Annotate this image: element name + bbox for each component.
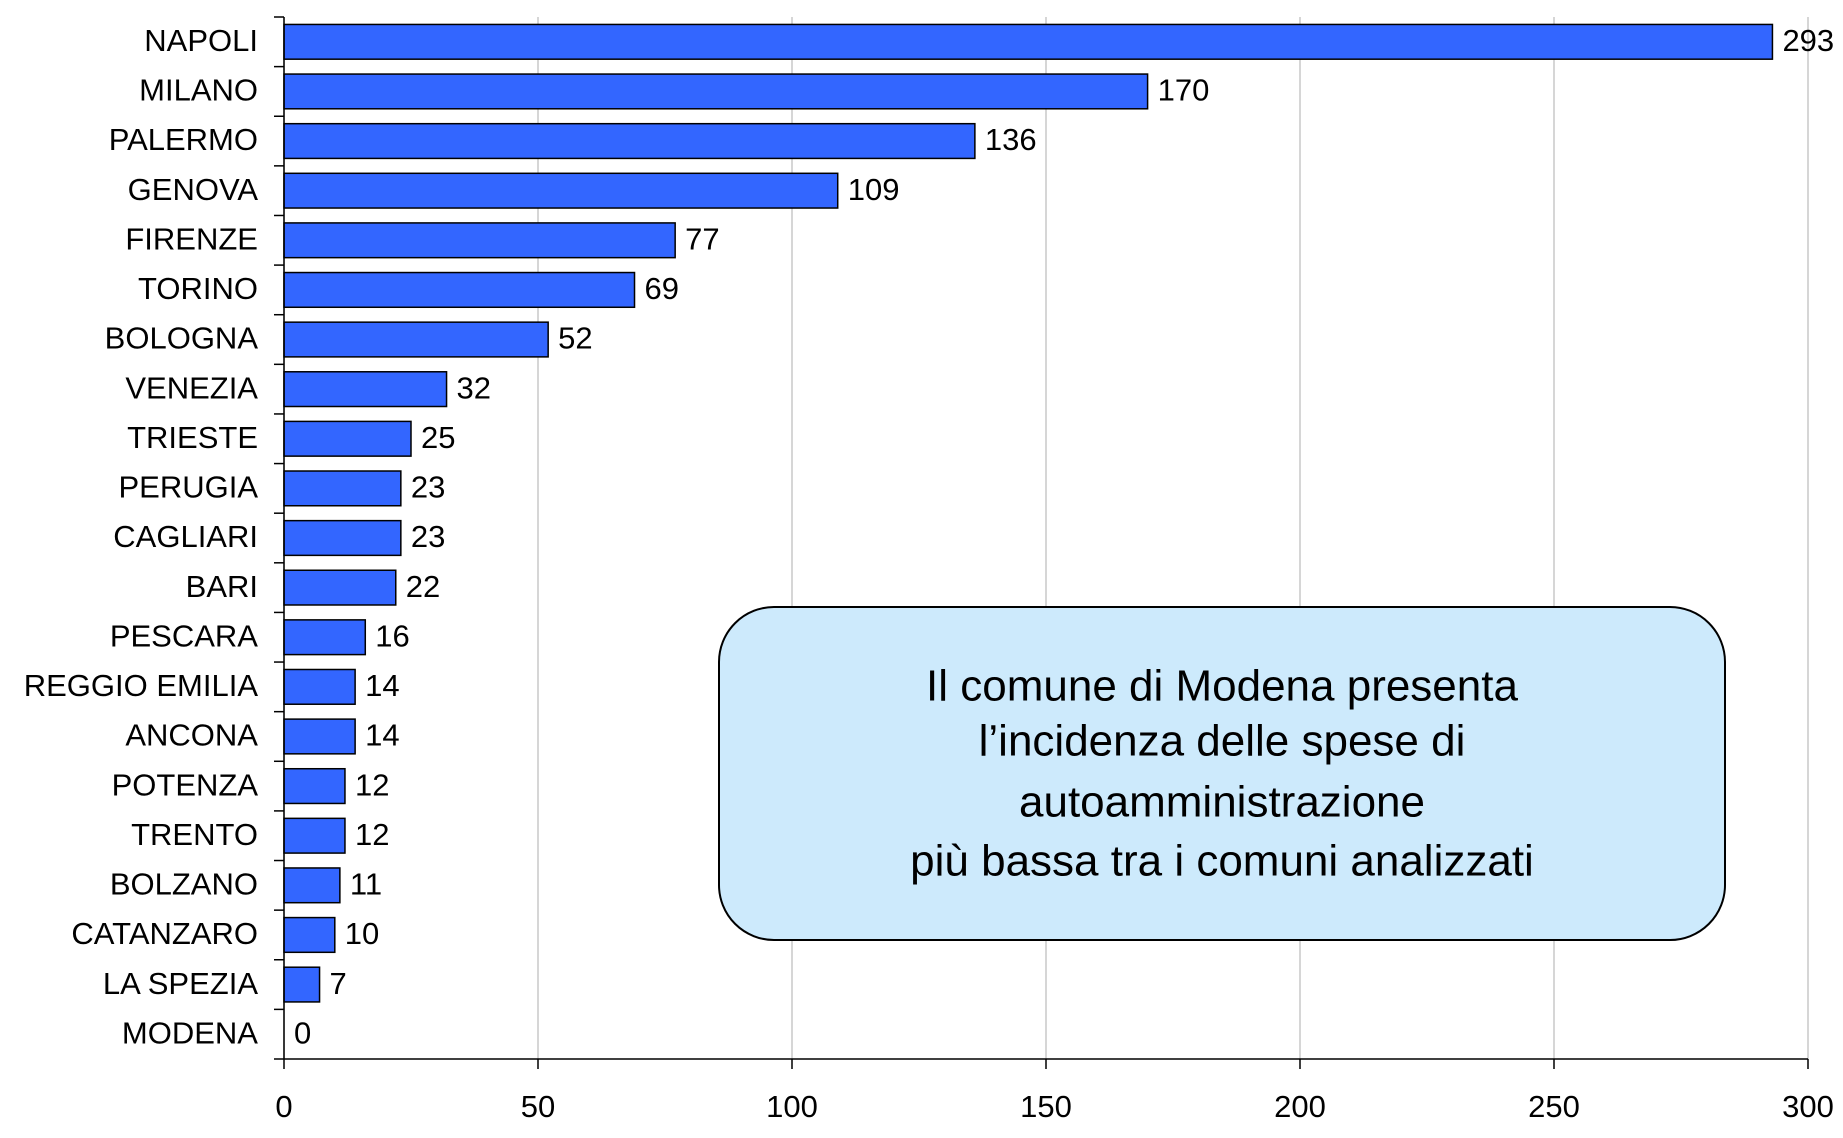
- x-tick-label: 0: [275, 1089, 292, 1124]
- value-label: 11: [350, 867, 382, 902]
- y-tick-label: CATANZARO: [71, 916, 258, 951]
- x-tick-label: 200: [1274, 1089, 1326, 1124]
- y-tick-label: PESCARA: [110, 618, 258, 653]
- annotation-box: [718, 606, 1726, 941]
- value-label: 109: [848, 172, 900, 207]
- value-label: 7: [330, 966, 347, 1001]
- y-tick-label: CAGLIARI: [113, 519, 258, 554]
- y-tick-label: ANCONA: [125, 718, 258, 753]
- y-tick-label: VENEZIA: [125, 370, 258, 405]
- bar: [283, 271, 636, 309]
- annotation-text: l’incidenza delle spese di: [979, 717, 1466, 766]
- bar: [283, 668, 356, 705]
- x-tick-label: 150: [1020, 1089, 1072, 1124]
- bar: [283, 122, 976, 160]
- value-label: 52: [558, 321, 592, 356]
- value-label: 23: [411, 470, 445, 505]
- y-tick-label: MILANO: [139, 73, 258, 108]
- bar: [283, 321, 549, 358]
- bar: [283, 916, 336, 954]
- value-label: 14: [365, 668, 399, 703]
- value-label: 10: [345, 916, 379, 951]
- y-tick-label: FIRENZE: [125, 221, 258, 256]
- value-label: 170: [1158, 73, 1210, 108]
- y-tick-label: TORINO: [138, 271, 258, 306]
- value-label: 77: [685, 221, 719, 256]
- bar: [283, 470, 402, 507]
- bar: [283, 817, 346, 854]
- y-tick-label: NAPOLI: [144, 23, 258, 58]
- y-tick-label: GENOVA: [128, 172, 259, 207]
- bar: [283, 966, 321, 1003]
- y-tick-label: MODENA: [122, 1015, 258, 1050]
- y-tick-label: PERUGIA: [118, 470, 258, 505]
- x-tick-label: 50: [521, 1089, 555, 1124]
- value-label: 12: [355, 767, 389, 802]
- value-label: 25: [421, 420, 455, 455]
- value-label: 22: [406, 569, 440, 604]
- y-tick-label: LA SPEZIA: [103, 966, 258, 1001]
- bar: [283, 569, 397, 606]
- y-tick-label: POTENZA: [112, 767, 259, 802]
- y-tick-label: TRIESTE: [127, 420, 258, 455]
- bar: [283, 867, 341, 904]
- value-label: 23: [411, 519, 445, 554]
- y-tick-label: BARI: [186, 569, 258, 604]
- y-tick-label: REGGIO EMILIA: [24, 668, 259, 703]
- bar: [283, 619, 367, 656]
- value-label: 14: [365, 718, 399, 753]
- bar: [283, 73, 1149, 110]
- annotation-text: autoamministrazione: [1019, 778, 1425, 827]
- value-label: 12: [355, 817, 389, 852]
- bar: [283, 371, 448, 408]
- value-label: 0: [294, 1015, 311, 1050]
- bar: [283, 519, 402, 557]
- value-label: 69: [645, 271, 679, 306]
- y-tick-label: TRENTO: [131, 817, 258, 852]
- bar: [283, 172, 839, 209]
- value-label: 32: [457, 370, 491, 405]
- value-label: 16: [375, 618, 409, 653]
- y-tick-label: PALERMO: [109, 122, 258, 157]
- value-label: 293: [1782, 23, 1834, 58]
- y-tick-label: BOLZANO: [110, 867, 258, 902]
- bar: [283, 23, 1774, 60]
- x-tick-label: 300: [1782, 1089, 1834, 1124]
- bar: [283, 222, 676, 259]
- bar: [283, 718, 356, 755]
- bar: [283, 420, 412, 457]
- bar: [283, 767, 346, 805]
- annotation-text: Il comune di Modena presenta: [926, 662, 1518, 711]
- x-tick-label: 250: [1528, 1089, 1580, 1124]
- annotation-text: più bassa tra i comuni analizzati: [910, 837, 1534, 886]
- value-label: 136: [985, 122, 1037, 157]
- x-tick-label: 100: [766, 1089, 818, 1124]
- y-tick-label: BOLOGNA: [105, 321, 259, 356]
